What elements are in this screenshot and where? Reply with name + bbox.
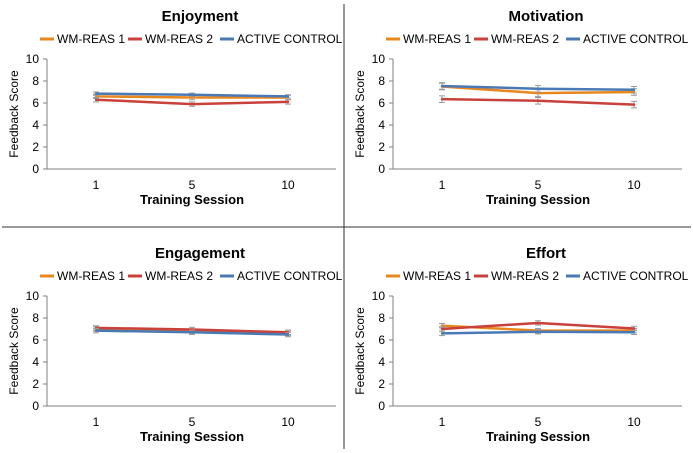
y-tick-label: 4: [32, 118, 39, 132]
chart-title: Effort: [526, 245, 566, 262]
x-tick-label: 10: [281, 415, 295, 429]
chart-enjoyment: Enjoyment WM-REAS 1 WM-REAS 2 ACTIVE CONTRO…: [7, 8, 343, 207]
legend-label-1: WM-REAS 2: [491, 32, 559, 46]
x-axis-label: Training Session: [140, 192, 244, 207]
y-tick-label: 8: [32, 74, 39, 88]
x-tick-label: 1: [439, 415, 446, 429]
y-tick-label: 8: [378, 311, 385, 325]
legend-label-0: WM-REAS 1: [57, 269, 125, 283]
legend-label-2: ACTIVE CONTROL: [237, 269, 343, 283]
series-line-active-control: [440, 84, 636, 92]
y-tick-label: 4: [32, 355, 39, 369]
legend-label-1: WM-REAS 2: [491, 269, 559, 283]
x-tick-label: 10: [281, 178, 295, 192]
y-axis-label: Feedback Score: [7, 70, 21, 158]
series-line-wm-reas-2: [440, 321, 636, 331]
series-line-wm-reas-2: [94, 98, 290, 106]
chart-motivation: Motivation WM-REAS 1 WM-REAS 2 ACTIVE CONTR…: [353, 8, 689, 207]
y-tick-label: 6: [32, 96, 39, 110]
y-tick-label: 6: [32, 333, 39, 347]
y-tick-label: 2: [378, 140, 385, 154]
chart-title: Enjoyment: [162, 8, 239, 25]
y-tick-label: 2: [32, 377, 39, 391]
chart-effort: Effort WM-REAS 1 WM-REAS 2 ACTIVE CONTROL 0 2…: [353, 245, 689, 444]
series-line-wm-reas-1: [440, 85, 636, 95]
y-tick-label: 8: [32, 311, 39, 325]
chart-engagement: Engagement WM-REAS 1 WM-REAS 2 ACTIVE CONTR…: [7, 245, 343, 444]
y-axis-label: Feedback Score: [353, 70, 367, 158]
y-tick-label: 2: [32, 140, 39, 154]
x-tick-label: 5: [189, 178, 196, 192]
y-tick-label: 4: [378, 355, 385, 369]
series-line-wm-reas-2: [440, 97, 636, 106]
y-tick-label: 10: [372, 52, 386, 66]
chart-title: Motivation: [509, 8, 584, 25]
y-axis-label: Feedback Score: [7, 307, 21, 395]
y-tick-label: 6: [378, 96, 385, 110]
legend-label-0: WM-REAS 1: [403, 32, 471, 46]
legend-label-0: WM-REAS 1: [57, 32, 125, 46]
legend-label-0: WM-REAS 1: [403, 269, 471, 283]
chart-title: Engagement: [155, 245, 245, 262]
y-tick-label: 2: [378, 377, 385, 391]
y-tick-label: 0: [378, 399, 385, 413]
x-tick-label: 1: [93, 415, 100, 429]
legend-label-2: ACTIVE CONTROL: [237, 32, 343, 46]
x-axis-label: Training Session: [486, 192, 590, 207]
y-tick-label: 0: [32, 162, 39, 176]
x-axis-label: Training Session: [486, 429, 590, 444]
y-tick-label: 8: [378, 74, 385, 88]
series-line-active-control: [94, 92, 290, 98]
x-tick-label: 1: [93, 178, 100, 192]
series-line-active-control: [440, 330, 636, 335]
y-tick-label: 10: [372, 289, 386, 303]
x-axis-label: Training Session: [140, 429, 244, 444]
y-tick-label: 4: [378, 118, 385, 132]
legend-label-1: WM-REAS 2: [145, 269, 213, 283]
legend-label-2: ACTIVE CONTROL: [583, 269, 689, 283]
y-tick-label: 0: [32, 399, 39, 413]
y-axis-label: Feedback Score: [353, 307, 367, 395]
x-tick-label: 1: [439, 178, 446, 192]
x-tick-label: 5: [535, 415, 542, 429]
y-tick-label: 10: [26, 289, 40, 303]
series-line-active-control: [94, 329, 290, 336]
x-tick-label: 5: [535, 178, 542, 192]
x-tick-label: 10: [627, 178, 641, 192]
series-line-wm-reas-2: [94, 326, 290, 334]
x-tick-label: 5: [189, 415, 196, 429]
x-tick-label: 10: [627, 415, 641, 429]
y-tick-label: 10: [26, 52, 40, 66]
y-tick-label: 0: [378, 162, 385, 176]
y-tick-label: 6: [378, 333, 385, 347]
series-line-wm-reas-1: [94, 95, 290, 99]
legend-label-2: ACTIVE CONTROL: [583, 32, 689, 46]
legend-label-1: WM-REAS 2: [145, 32, 213, 46]
